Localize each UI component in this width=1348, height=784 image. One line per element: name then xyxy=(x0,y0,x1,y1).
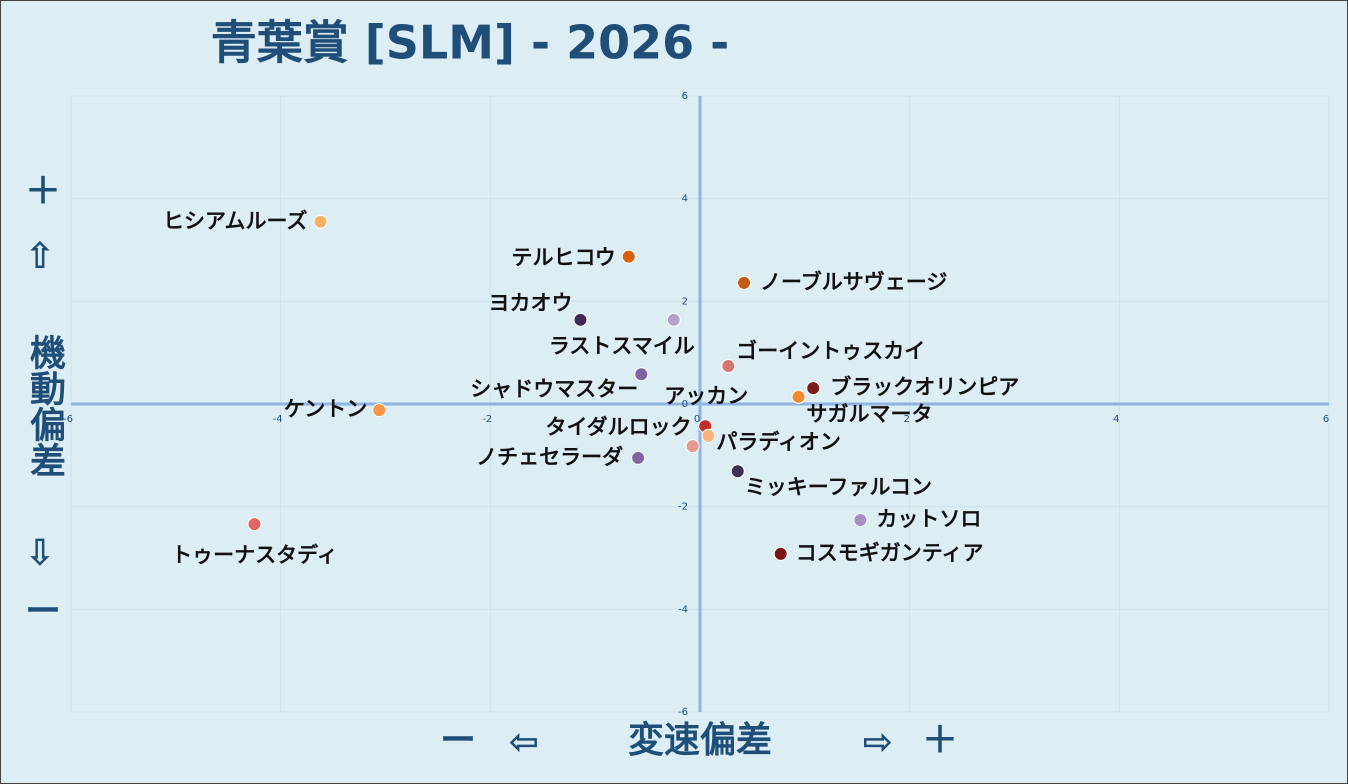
point-label: ブラックオリンピア xyxy=(830,375,1019,399)
point-label: ラストスマイル xyxy=(549,334,695,358)
point xyxy=(631,450,646,465)
x-arrow: ⇨ xyxy=(863,722,893,763)
point-label: アッカン xyxy=(664,384,748,408)
point-label: タイダルロック xyxy=(545,415,691,439)
point xyxy=(721,359,736,374)
y-arrow: ⇧ xyxy=(25,236,55,277)
x-tick-label: 0 xyxy=(694,414,700,425)
point-label: ノチェセラーダ xyxy=(476,445,623,469)
point xyxy=(621,249,636,264)
point xyxy=(247,517,262,532)
point xyxy=(313,214,328,229)
x-axis-label: 変速偏差 xyxy=(628,719,772,761)
x-arrow: ⇦ xyxy=(509,722,539,763)
point xyxy=(773,546,788,561)
point-label: ゴーイントゥスカイ xyxy=(736,339,925,363)
point xyxy=(737,275,752,290)
point-label: サガルマータ xyxy=(807,402,933,426)
point xyxy=(634,367,649,382)
y-tick-label: 4 xyxy=(682,194,688,205)
point-label: ヒシアムルーズ xyxy=(163,209,307,233)
y-tick-label: -2 xyxy=(678,502,688,513)
y-arrow: ＋ xyxy=(25,171,61,212)
point xyxy=(573,312,588,327)
x-arrow: ー xyxy=(440,720,476,761)
x-tick-label: 2 xyxy=(903,414,909,425)
y-tick-label: 0 xyxy=(682,399,688,410)
y-tick-label: -6 xyxy=(678,707,688,718)
x-tick-label: -2 xyxy=(482,414,492,425)
x-tick-label: -4 xyxy=(273,414,283,425)
chart-title: 青葉賞 [SLM] - 2026 - xyxy=(211,16,730,70)
point-label: シャドウマスター xyxy=(470,377,638,401)
point-label: コスモギガンティア xyxy=(796,541,984,565)
point xyxy=(730,464,745,479)
point-label: テルヒコウ xyxy=(512,246,616,270)
x-arrow: ＋ xyxy=(922,720,958,761)
y-tick-label: 6 xyxy=(682,91,688,102)
y-axis-label: 機動偏差 xyxy=(24,334,66,478)
y-tick-label: -4 xyxy=(678,604,688,615)
point-label: カットソロ xyxy=(876,507,981,531)
point-label: ミッキーファルコン xyxy=(745,475,932,499)
x-tick-label: -6 xyxy=(63,414,73,425)
point xyxy=(791,389,806,404)
point-label: トゥーナスタディ xyxy=(171,543,338,567)
point-label: ノーブルサヴェージ xyxy=(760,270,947,294)
x-tick-label: 6 xyxy=(1323,414,1329,425)
point xyxy=(666,312,681,327)
point xyxy=(701,428,716,443)
y-arrow: ー xyxy=(25,591,61,632)
point-label: ヨカオウ xyxy=(488,291,572,315)
point-label: ケントン xyxy=(284,397,367,421)
point-label: パラディオン xyxy=(716,430,841,454)
point xyxy=(853,513,868,528)
point xyxy=(685,439,700,454)
point xyxy=(806,381,821,396)
y-tick-label: 2 xyxy=(682,296,688,307)
x-tick-label: 4 xyxy=(1113,414,1119,425)
point xyxy=(372,403,387,418)
y-arrow: ⇩ xyxy=(25,533,55,574)
